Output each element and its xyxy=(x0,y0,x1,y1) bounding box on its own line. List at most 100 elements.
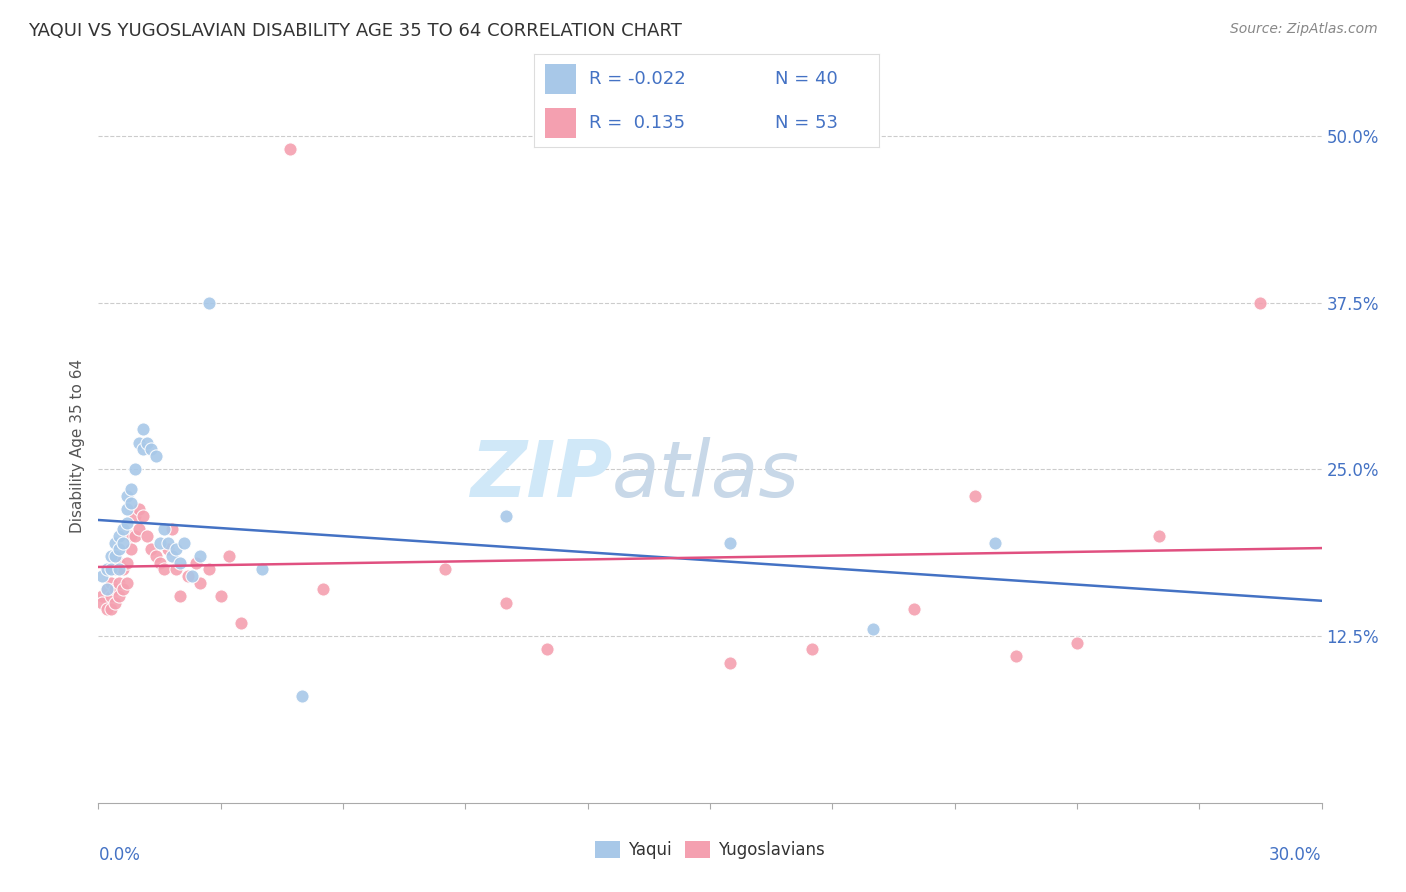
Point xyxy=(165,562,187,576)
Point xyxy=(100,602,122,616)
Point xyxy=(96,562,118,576)
Point xyxy=(104,596,127,610)
Point xyxy=(1004,649,1026,664)
Point xyxy=(169,556,191,570)
Point xyxy=(495,596,517,610)
Point xyxy=(720,656,742,670)
Point xyxy=(96,582,118,597)
Point xyxy=(91,596,114,610)
Text: ZIP: ZIP xyxy=(470,436,612,513)
Point xyxy=(1249,295,1271,310)
Point xyxy=(145,549,167,563)
Bar xyxy=(544,108,575,138)
Point xyxy=(186,556,208,570)
Point xyxy=(108,562,131,576)
Point xyxy=(181,569,204,583)
Point xyxy=(312,582,335,597)
Text: atlas: atlas xyxy=(612,436,800,513)
Point xyxy=(160,522,183,536)
Point xyxy=(120,483,142,497)
Point xyxy=(108,556,131,570)
Point xyxy=(434,562,457,576)
Point xyxy=(188,575,212,590)
Point xyxy=(132,442,155,457)
Point xyxy=(965,489,987,503)
Point xyxy=(104,582,127,597)
Point xyxy=(91,589,114,603)
Point xyxy=(100,575,122,590)
Point xyxy=(149,535,172,549)
Point xyxy=(115,516,138,530)
Point xyxy=(1066,636,1088,650)
Point xyxy=(115,556,138,570)
Point xyxy=(984,535,1007,549)
Point xyxy=(145,449,167,463)
Point xyxy=(111,535,134,549)
Point xyxy=(111,582,134,597)
Point xyxy=(197,562,219,576)
Point xyxy=(141,542,163,557)
Point xyxy=(720,535,742,549)
Point xyxy=(160,549,183,563)
Point xyxy=(173,535,195,549)
Point xyxy=(128,522,150,536)
Point xyxy=(495,509,517,524)
Point xyxy=(291,689,314,703)
Point xyxy=(231,615,253,630)
Point xyxy=(218,549,240,563)
Point xyxy=(128,502,150,516)
Point xyxy=(152,522,174,536)
Point xyxy=(104,549,127,563)
Text: R =  0.135: R = 0.135 xyxy=(589,114,686,132)
Point xyxy=(100,549,122,563)
Point xyxy=(120,542,142,557)
Point xyxy=(152,562,174,576)
Point xyxy=(1147,529,1170,543)
Point xyxy=(111,522,134,536)
Point xyxy=(115,502,138,516)
Point xyxy=(141,442,163,457)
Point xyxy=(96,602,118,616)
Point xyxy=(108,542,131,557)
Point xyxy=(197,295,219,310)
Point xyxy=(124,509,146,524)
Point xyxy=(91,569,114,583)
Bar xyxy=(544,64,575,94)
Point xyxy=(132,422,155,436)
Point xyxy=(156,542,179,557)
Point xyxy=(156,535,179,549)
Point xyxy=(104,562,127,576)
Point xyxy=(903,602,925,616)
Point xyxy=(250,562,273,576)
Point xyxy=(108,575,131,590)
Point xyxy=(124,462,146,476)
Point xyxy=(120,496,142,510)
Point xyxy=(177,569,200,583)
Point xyxy=(115,575,138,590)
Point xyxy=(536,642,558,657)
Point xyxy=(100,589,122,603)
Point xyxy=(96,582,118,597)
Point xyxy=(108,589,131,603)
Point xyxy=(132,509,155,524)
Point xyxy=(136,435,159,450)
Text: R = -0.022: R = -0.022 xyxy=(589,70,686,87)
Point xyxy=(209,589,232,603)
Point xyxy=(149,556,172,570)
Point xyxy=(111,562,134,576)
Legend: Yaqui, Yugoslavians: Yaqui, Yugoslavians xyxy=(588,834,832,866)
Point xyxy=(165,542,187,557)
Text: N = 40: N = 40 xyxy=(776,70,838,87)
Y-axis label: Disability Age 35 to 64: Disability Age 35 to 64 xyxy=(70,359,86,533)
Text: N = 53: N = 53 xyxy=(776,114,838,132)
Point xyxy=(115,489,138,503)
Point xyxy=(124,529,146,543)
Text: 0.0%: 0.0% xyxy=(98,846,141,863)
Text: YAQUI VS YUGOSLAVIAN DISABILITY AGE 35 TO 64 CORRELATION CHART: YAQUI VS YUGOSLAVIAN DISABILITY AGE 35 T… xyxy=(28,22,682,40)
Point xyxy=(128,435,150,450)
Point xyxy=(108,529,131,543)
Point xyxy=(862,623,884,637)
Point xyxy=(188,549,212,563)
Text: Source: ZipAtlas.com: Source: ZipAtlas.com xyxy=(1230,22,1378,37)
Point xyxy=(104,535,127,549)
